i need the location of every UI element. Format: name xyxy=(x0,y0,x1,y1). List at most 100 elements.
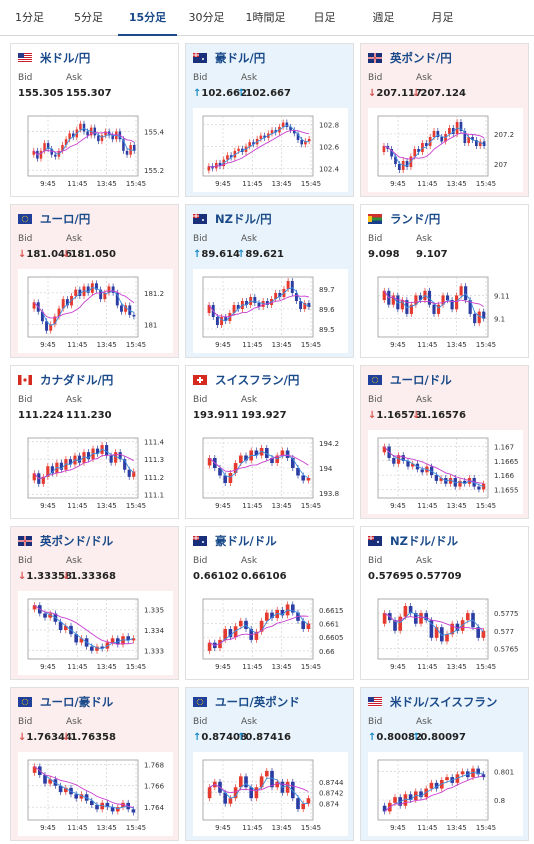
currency-card[interactable]: NZドル/円 Bid Ask ↑89.614 ↑89.621 89.7 89.6 89.5 9:… xyxy=(185,204,354,358)
currency-card[interactable]: ユーロ/豪ドル Bid Ask ↓1.76344 ↓1.76358 1.768 1.766 1… xyxy=(10,687,179,841)
currency-card[interactable]: ユーロ/ドル Bid Ask ↓1.16573 ↓1.16576 1.167 1.1665 1… xyxy=(360,365,529,519)
candle xyxy=(296,133,300,140)
candle xyxy=(450,300,454,310)
candle xyxy=(238,455,243,463)
chart-container[interactable]: 9.11 9.1 9:45 11:45 13:45 15:45 xyxy=(368,269,523,353)
pair-name[interactable]: カナダドル/円 xyxy=(40,373,114,387)
candle xyxy=(74,634,79,643)
x-tick-label: 13:45 xyxy=(97,341,117,349)
ma-fast-line xyxy=(34,604,134,650)
chart-container[interactable]: 155.4 155.2 9:45 11:45 13:45 15:45 xyxy=(18,108,173,192)
candle xyxy=(471,137,474,140)
pair-name[interactable]: 豪ドル/ドル xyxy=(215,534,277,548)
currency-card[interactable]: ユーロ/円 Bid Ask ↓181.046 ↓181.050 181.2 181 9:45 1… xyxy=(10,204,179,358)
arrow-down-icon: ↓ xyxy=(62,571,71,582)
bid-value-text: 1.16573 xyxy=(376,410,422,421)
bid-label: Bid xyxy=(18,556,33,566)
tab-7[interactable]: 月足 xyxy=(431,11,454,24)
chart-container[interactable]: 1.335 1.334 1.333 9:45 11:45 13:45 15:45 xyxy=(18,591,173,675)
ask-label: Ask xyxy=(416,73,433,83)
pair-name[interactable]: 英ポンド/円 xyxy=(390,51,452,65)
chart-container[interactable]: 207.2 207 9:45 11:45 13:45 15:45 xyxy=(368,108,523,192)
tab-5[interactable]: 日足 xyxy=(313,11,336,24)
candle xyxy=(207,642,212,651)
ma-slow-line xyxy=(208,129,310,168)
pair-name[interactable]: ユーロ/英ポンド xyxy=(215,695,300,709)
x-tick-label: 15:45 xyxy=(301,502,321,510)
currency-card[interactable]: 英ポンド/ドル Bid Ask ↓1.33358 ↓1.33368 1.335 1.334 1… xyxy=(10,526,179,680)
ma-fast-line xyxy=(33,286,135,326)
currency-card[interactable]: NZドル/ドル Bid Ask 0.57695 0.57709 0.5775 0.577 0.… xyxy=(360,526,529,680)
tab-3[interactable]: 30分足 xyxy=(188,11,225,24)
candle xyxy=(434,627,439,638)
chart-background xyxy=(18,591,173,675)
candle xyxy=(429,782,434,789)
pair-name[interactable]: 米ドル/円 xyxy=(40,51,91,65)
y-tick-label: 0.5765 xyxy=(494,645,519,653)
y-tick-label: 1.768 xyxy=(144,761,164,769)
chart-background xyxy=(193,591,348,675)
x-tick-label: 13:45 xyxy=(447,502,467,510)
chart-container[interactable]: 89.7 89.6 89.5 9:45 11:45 13:45 15:45 xyxy=(193,269,348,353)
candle xyxy=(118,452,122,460)
candle xyxy=(296,798,300,810)
ma-slow-line xyxy=(33,131,135,156)
chart-container[interactable]: 1.768 1.766 1.764 9:45 11:45 13:45 15:45 xyxy=(18,752,173,836)
chart-container[interactable]: 0.8744 0.8742 0.874 9:45 11:45 13:45 15:45 xyxy=(193,752,348,836)
bid-value-text: 0.87408 xyxy=(201,732,247,743)
currency-card[interactable]: カナダドル/円 Bid Ask 111.224 111.230 111.4 111.3 111… xyxy=(10,365,179,519)
pair-name[interactable]: スイスフラン/円 xyxy=(215,373,300,387)
pair-name[interactable]: NZドル/円 xyxy=(215,212,272,226)
price-chart: 102.8 102.6 102.4 9:45 11:45 13:45 15:45 xyxy=(193,108,348,192)
chart-container[interactable]: 111.4 111.3 111.2 111.1 9:45 11:45 13:45 15:45 xyxy=(18,430,173,514)
chart-frame xyxy=(377,759,489,821)
candle xyxy=(440,137,444,142)
candle xyxy=(445,634,449,642)
candle xyxy=(48,613,53,618)
pair-header: NZドル/円 xyxy=(193,211,272,227)
tab-6[interactable]: 週足 xyxy=(372,11,395,24)
chart-container[interactable]: 181.2 181 9:45 11:45 13:45 15:45 xyxy=(18,269,173,353)
candle xyxy=(63,625,68,631)
candle xyxy=(58,621,63,631)
bid-label: Bid xyxy=(368,395,383,405)
pair-name[interactable]: ユーロ/豪ドル xyxy=(40,695,114,709)
chart-container[interactable]: 1.167 1.1665 1.166 1.1655 9:45 11:45 13:45 15:4… xyxy=(368,430,523,514)
currency-card[interactable]: 豪ドル/円 Bid Ask ↑102.662 ↑102.667 102.8 102.6 102… xyxy=(185,43,354,197)
pair-name[interactable]: ユーロ/ドル xyxy=(390,373,452,387)
currency-card[interactable]: スイスフラン/円 Bid Ask 193.911 193.927 194.2 194 193.… xyxy=(185,365,354,519)
chart-container[interactable]: 0.6615 0.661 0.6605 0.66 9:45 11:45 13:45 15:45 xyxy=(193,591,348,675)
candle xyxy=(390,149,393,157)
tab-1[interactable]: 5分足 xyxy=(74,11,103,24)
pair-name[interactable]: 英ポンド/ドル xyxy=(40,534,114,548)
currency-card[interactable]: 英ポンド/円 Bid Ask ↓207.117 ↓207.124 207.2 207 9:45… xyxy=(360,43,529,197)
chart-container[interactable]: 0.5775 0.577 0.5765 9:45 11:45 13:45 15:45 xyxy=(368,591,523,675)
candle xyxy=(278,293,282,297)
tab-4[interactable]: 1時間足 xyxy=(245,11,286,24)
chart-container[interactable]: 194.2 194 193.8 9:45 11:45 13:45 15:45 xyxy=(193,430,348,514)
candle xyxy=(119,305,123,312)
x-tick-label: 9:45 xyxy=(215,663,231,671)
tab-0[interactable]: 1分足 xyxy=(15,11,44,24)
tab-2[interactable]: 15分足 xyxy=(118,0,177,36)
currency-card[interactable]: 米ドル/円 Bid Ask 155.305 155.307 155.4 155.2 9:45 1… xyxy=(10,43,179,197)
currency-card[interactable]: 米ドル/スイスフラン Bid Ask ↑0.80082 ↑0.80097 0.801 0.8… xyxy=(360,687,529,841)
pair-name[interactable]: ランド/円 xyxy=(390,212,441,226)
ma-slow-line xyxy=(384,612,484,630)
currency-card[interactable]: ランド/円 Bid Ask 9.098 9.107 9.11 9.1 9:45 11:45 13:… xyxy=(360,204,529,358)
candle xyxy=(107,286,111,293)
bid-value: 193.911 xyxy=(193,410,239,421)
pair-name[interactable]: 米ドル/スイスフラン xyxy=(390,695,498,709)
chart-container[interactable]: 0.801 0.8 9:45 11:45 13:45 15:45 xyxy=(368,752,523,836)
candle xyxy=(382,290,386,301)
chart-container[interactable]: 102.8 102.6 102.4 9:45 11:45 13:45 15:45 xyxy=(193,108,348,192)
candle xyxy=(259,135,263,139)
pair-name[interactable]: NZドル/ドル xyxy=(390,534,459,548)
currency-card[interactable]: 豪ドル/ドル Bid Ask 0.66102 0.66106 0.6615 0.661 0.6… xyxy=(185,526,354,680)
x-tick-label: 15:45 xyxy=(301,180,321,188)
pair-name[interactable]: ユーロ/円 xyxy=(40,212,91,226)
bid-value: 9.098 xyxy=(368,249,400,260)
ask-value: 9.107 xyxy=(416,249,448,260)
pair-name[interactable]: 豪ドル/円 xyxy=(215,51,266,65)
currency-card[interactable]: ユーロ/英ポンド Bid Ask ↑0.87408 ↑0.87416 0.8744 0.87… xyxy=(185,687,354,841)
